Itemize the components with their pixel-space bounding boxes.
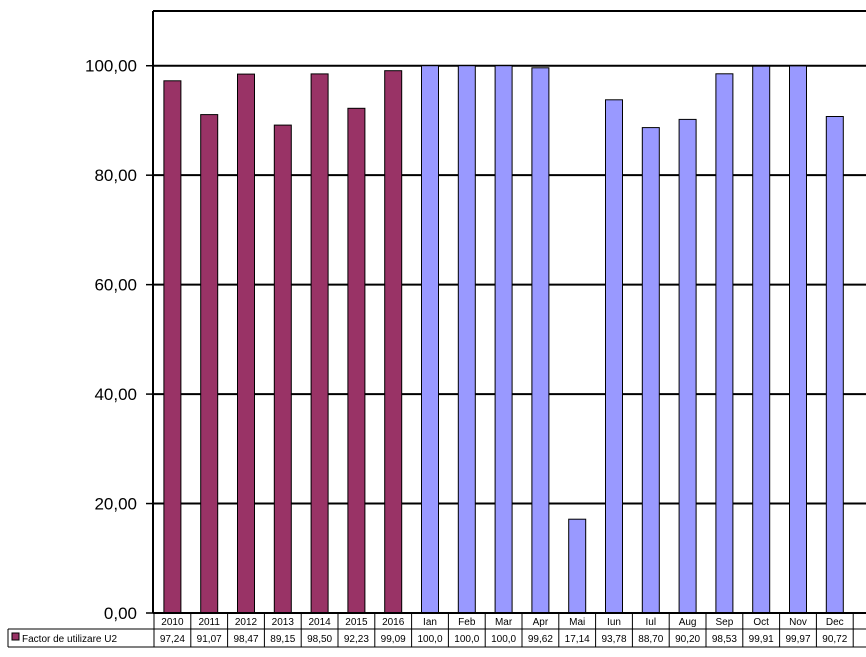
data-label: 17,14	[565, 634, 590, 645]
y-tick-label: 0,00	[104, 604, 137, 623]
data-label: 100,0	[491, 634, 516, 645]
x-tick-label: Mai	[569, 617, 585, 628]
axes	[152, 10, 866, 614]
x-tick-label: Apr	[533, 617, 549, 628]
data-table: 97,24 91,07 98,47 89,15 98,50 92,23 99,09 100,0…	[7, 613, 866, 648]
data-label: 92,23	[344, 634, 369, 645]
x-tick-label: 2015	[345, 617, 368, 628]
bar-dec	[825, 116, 844, 614]
x-tick-label: Sep	[716, 617, 734, 628]
bar-2013	[273, 124, 292, 614]
bar-nov	[789, 65, 807, 614]
x-tick-label: Mar	[495, 617, 513, 628]
bar-2010	[163, 80, 182, 614]
bar-apr	[531, 67, 550, 614]
data-label: 100,0	[417, 634, 442, 645]
data-label: 88,70	[638, 634, 663, 645]
bar-aug	[678, 118, 697, 614]
x-tick-label: Feb	[458, 617, 476, 628]
data-label: 91,07	[197, 634, 222, 645]
x-tick-label: 2013	[272, 617, 295, 628]
data-label: 99,91	[749, 634, 774, 645]
bar-ian	[421, 65, 439, 614]
bar-sep	[715, 73, 734, 614]
x-tick-label: Iul	[646, 617, 657, 628]
data-label: 89,15	[270, 634, 295, 645]
x-tick-label: 2014	[308, 617, 331, 628]
bar-iun	[605, 99, 623, 614]
bar-iul	[641, 127, 660, 614]
y-tick-label: 60,00	[94, 276, 137, 295]
data-label: 97,24	[160, 634, 185, 645]
legend: Factor de utilizare U2	[11, 632, 117, 645]
data-label: 99,09	[381, 634, 406, 645]
bar-2014	[310, 73, 329, 614]
x-tick-label: 2012	[235, 617, 258, 628]
y-tick-label: 100,00	[85, 57, 137, 76]
bar-2012	[237, 73, 255, 614]
x-axis-category-labels: 2010 2011 2012 2013 2014 2015 2016 Ian Feb Mar Apr…	[161, 617, 843, 628]
data-label: 100,0	[454, 634, 479, 645]
bar-2015	[347, 107, 366, 614]
bar-2016	[384, 70, 403, 614]
legend-series-name: Factor de utilizare U2	[22, 634, 117, 645]
bar-mar	[494, 65, 513, 614]
legend-key	[11, 632, 20, 641]
x-tick-label: 2016	[382, 617, 405, 628]
bar-oct	[752, 65, 771, 614]
data-label: 98,53	[712, 634, 737, 645]
data-label: 99,97	[785, 634, 810, 645]
y-tick-label: 20,00	[94, 495, 137, 514]
y-tick-label: 40,00	[94, 385, 137, 404]
y-axis-ticks: 0,00 20,00 40,00 60,00 80,00 100,00	[85, 57, 153, 623]
x-tick-label: Dec	[826, 617, 844, 628]
data-label: 90,72	[822, 634, 847, 645]
x-tick-label: Nov	[789, 617, 807, 628]
x-tick-label: Iun	[607, 617, 621, 628]
bar-feb	[457, 65, 476, 614]
x-tick-label: 2010	[161, 617, 184, 628]
x-tick-label: Ian	[423, 617, 437, 628]
bars	[163, 65, 844, 614]
y-tick-label: 80,00	[94, 166, 137, 185]
x-tick-label: Aug	[679, 617, 697, 628]
data-label: 98,47	[233, 634, 258, 645]
data-label: 93,78	[601, 634, 626, 645]
bar-2011	[200, 114, 219, 614]
x-tick-label: Oct	[753, 617, 769, 628]
data-label: 98,50	[307, 634, 332, 645]
x-tick-label: 2011	[198, 617, 220, 628]
data-label: 90,20	[675, 634, 700, 645]
bar-mai	[568, 518, 587, 614]
data-label: 99,62	[528, 634, 553, 645]
